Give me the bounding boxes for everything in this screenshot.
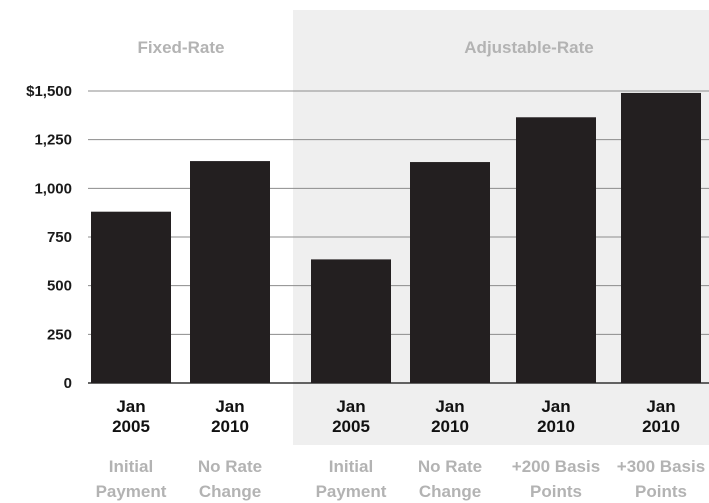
group-label-adjustable-rate: Adjustable-Rate [464,38,593,57]
y-tick-label: 0 [64,375,72,392]
category-date-label: Jan [646,397,675,416]
category-description-label: Change [199,482,261,501]
bar [621,92,701,384]
y-tick-label: 1,000 [34,180,72,197]
category-description-label: +200 Basis [512,457,600,476]
bar [516,117,596,383]
bar [311,259,391,383]
category-description-label: No Rate [198,457,262,476]
category-date-label: 2005 [332,417,370,436]
bar [190,161,270,383]
category-date-label: Jan [116,397,145,416]
category-date-label: Jan [541,397,570,416]
y-tick-label: 1,250 [34,132,72,149]
category-description-label: Initial [109,457,153,476]
bars [91,92,701,384]
y-axis-ticks: $1,500 1,250 1,000 750 500 250 0 [26,83,72,392]
bar [91,211,171,383]
category-description-label: Initial [329,457,373,476]
category-date-label: 2005 [112,417,150,436]
category-description-label: +300 Basis [617,457,705,476]
category-description-label: No Rate [418,457,482,476]
category-date-label: 2010 [211,417,249,436]
category-date-label: Jan [435,397,464,416]
category-description-label: Points [530,482,582,501]
category-date-label: 2010 [642,417,680,436]
bar [410,162,490,383]
category-description-label: Payment [96,482,167,501]
category-date-label: 2010 [537,417,575,436]
category-date-label: Jan [336,397,365,416]
category-date-label: Jan [215,397,244,416]
category-date-label: 2010 [431,417,469,436]
category-description-label: Points [635,482,687,501]
category-description-label: Change [419,482,481,501]
y-tick-label: 750 [47,229,72,246]
group-label-fixed-rate: Fixed-Rate [138,38,225,57]
category-description-label: Payment [316,482,387,501]
y-tick-label: 250 [47,326,72,343]
y-tick-label: 500 [47,278,72,295]
y-tick-label: $1,500 [26,83,72,100]
